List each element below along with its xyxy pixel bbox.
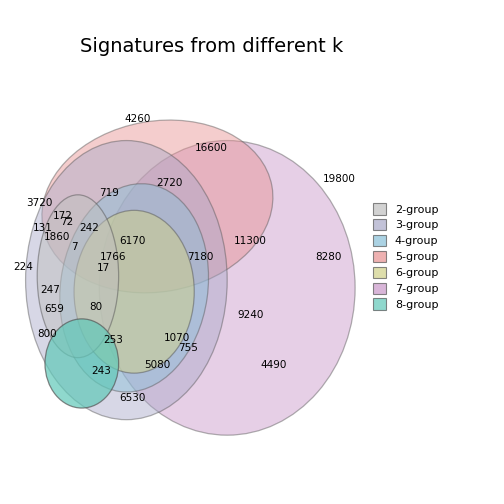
Text: 1860: 1860	[43, 232, 70, 242]
Ellipse shape	[60, 183, 209, 392]
Legend: 2-group, 3-group, 4-group, 5-group, 6-group, 7-group, 8-group: 2-group, 3-group, 4-group, 5-group, 6-gr…	[370, 201, 440, 312]
Text: 11300: 11300	[234, 236, 267, 246]
Text: 242: 242	[80, 223, 99, 233]
Ellipse shape	[45, 319, 118, 408]
Text: 4260: 4260	[125, 114, 151, 124]
Text: 172: 172	[52, 211, 73, 221]
Text: 253: 253	[103, 335, 123, 345]
Text: 224: 224	[14, 262, 34, 272]
Text: 243: 243	[91, 366, 111, 376]
Text: 16600: 16600	[195, 143, 228, 153]
Text: 247: 247	[40, 285, 60, 295]
Ellipse shape	[37, 195, 118, 358]
Ellipse shape	[74, 210, 194, 373]
Text: 8280: 8280	[315, 252, 341, 262]
Title: Signatures from different k: Signatures from different k	[80, 37, 343, 56]
Text: 9240: 9240	[237, 310, 264, 320]
Text: 800: 800	[37, 330, 57, 339]
Text: 659: 659	[45, 304, 65, 314]
Text: 5080: 5080	[144, 360, 170, 370]
Text: 7: 7	[71, 242, 77, 252]
Ellipse shape	[99, 141, 355, 435]
Text: 4490: 4490	[261, 360, 287, 370]
Text: 1070: 1070	[164, 333, 190, 343]
Text: 755: 755	[178, 343, 199, 353]
Text: 2720: 2720	[156, 178, 182, 188]
Text: 80: 80	[89, 302, 102, 312]
Text: 72: 72	[59, 217, 73, 227]
Text: 6530: 6530	[119, 393, 145, 403]
Text: 19800: 19800	[323, 174, 356, 184]
Ellipse shape	[42, 120, 273, 293]
Text: 6170: 6170	[119, 236, 145, 246]
Text: 7180: 7180	[187, 252, 213, 262]
Text: 1766: 1766	[100, 252, 126, 262]
Ellipse shape	[26, 141, 227, 420]
Text: 17: 17	[96, 264, 110, 274]
Text: 3720: 3720	[26, 198, 52, 208]
Text: 131: 131	[33, 223, 53, 233]
Text: 719: 719	[99, 188, 119, 198]
